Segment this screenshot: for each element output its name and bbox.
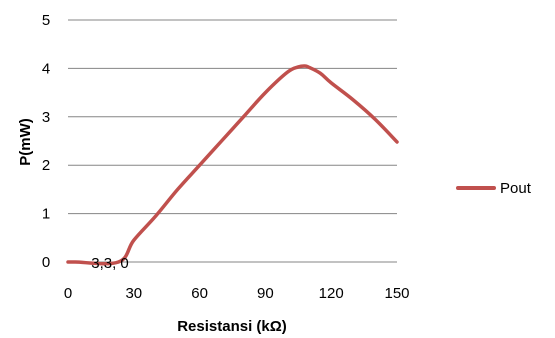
x-axis-title: Resistansi (kΩ) — [177, 318, 287, 335]
x-tick-label-90: 90 — [257, 285, 274, 302]
y-tick-label-4: 4 — [42, 60, 50, 77]
x-tick-label-30: 30 — [125, 285, 142, 302]
series-line-pout — [66, 64, 399, 266]
legend: Pout — [456, 180, 532, 197]
x-tick-label-120: 120 — [319, 285, 344, 302]
x-tick-label-60: 60 — [191, 285, 208, 302]
legend-label-pout: Pout — [500, 180, 532, 197]
annotations: 3,3, 0 — [91, 255, 129, 272]
y-tick-labels: 0 1 2 3 4 5 — [42, 12, 50, 271]
y-tick-label-2: 2 — [42, 157, 50, 174]
x-tick-label-150: 150 — [384, 285, 409, 302]
y-tick-label-1: 1 — [42, 206, 50, 223]
y-tick-label-5: 5 — [42, 12, 50, 29]
x-tick-labels: 0 30 60 90 120 150 — [64, 285, 410, 302]
y-tick-label-0: 0 — [42, 254, 50, 271]
x-tick-label-0: 0 — [64, 285, 72, 302]
y-tick-label-3: 3 — [42, 109, 50, 126]
data-label-0: 3,3, 0 — [91, 255, 129, 272]
series-lines — [66, 64, 399, 266]
gridlines — [68, 19, 397, 263]
y-axis-title: P(mW) — [17, 118, 34, 166]
